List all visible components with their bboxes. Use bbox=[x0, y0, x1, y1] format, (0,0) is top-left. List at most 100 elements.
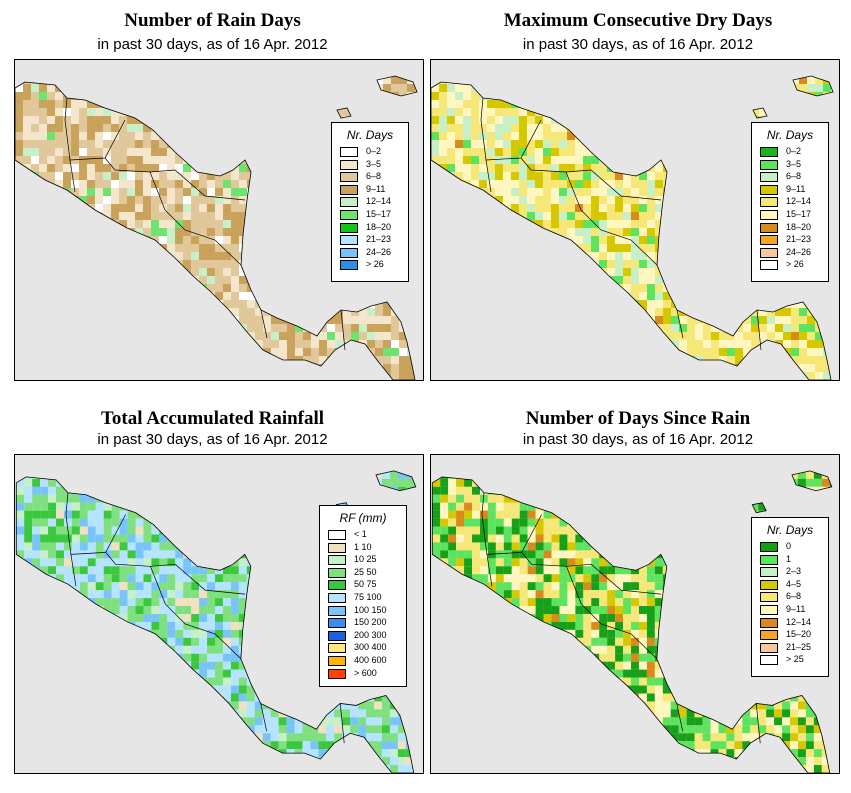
legend-label: 200 300 bbox=[354, 629, 387, 640]
coastline bbox=[431, 476, 831, 773]
legend-label: 24–26 bbox=[786, 246, 812, 257]
legend-label: 0 bbox=[786, 541, 792, 551]
map-dry-days: Nr. Days 0–2 3–5 6–8 9–11 12–14 15–17 18–20 21–… bbox=[430, 59, 840, 381]
country-border bbox=[756, 309, 762, 351]
legend-label: 6–8 bbox=[366, 171, 382, 182]
legend-label: 400 600 bbox=[354, 655, 387, 665]
panel-title: Number of Rain Days bbox=[124, 10, 301, 31]
legend-swatch bbox=[340, 184, 358, 195]
panel-title: Maximum Consecutive Dry Days bbox=[503, 10, 773, 31]
legend-label: 75 100 bbox=[354, 592, 382, 602]
legend-label: 2–3 bbox=[786, 566, 802, 577]
legend-swatch bbox=[760, 542, 778, 552]
legend-swatch bbox=[760, 235, 778, 246]
coastline bbox=[751, 502, 767, 514]
legend-swatch bbox=[760, 147, 778, 157]
country-border bbox=[164, 209, 242, 266]
country-border bbox=[339, 703, 345, 744]
legend-swatch bbox=[328, 668, 346, 679]
panel-subtitle: in past 30 days, as of 16 Apr. 2012 bbox=[522, 431, 754, 448]
legend-label: 21–23 bbox=[366, 234, 392, 245]
legend-swatch bbox=[328, 643, 346, 654]
legend-swatch bbox=[340, 222, 358, 233]
legend-label: 3–5 bbox=[366, 158, 382, 169]
country-border bbox=[64, 97, 76, 193]
coastline bbox=[752, 107, 768, 119]
legend-swatch bbox=[340, 260, 358, 271]
legend-swatch bbox=[340, 235, 358, 246]
legend-swatch bbox=[760, 605, 778, 615]
legend-swatch bbox=[760, 567, 778, 578]
panel-rainfall: Total Accumulated Rainfall in past 30 da… bbox=[0, 398, 425, 793]
legend-swatch bbox=[328, 630, 346, 641]
legend-swatch bbox=[760, 159, 778, 170]
panel-title: Number of Days Since Rain bbox=[525, 408, 751, 429]
map-canvas bbox=[15, 470, 417, 773]
legend-label: 18–20 bbox=[366, 221, 392, 232]
legend: Nr. Days 0–2 3–5 6–8 9–11 12–14 15–17 18–20 21–… bbox=[331, 122, 409, 282]
legend-swatch bbox=[760, 554, 778, 565]
coastline bbox=[336, 107, 352, 119]
coastline bbox=[375, 470, 417, 492]
legend-label: 0–2 bbox=[786, 146, 802, 156]
panel-title: Total Accumulated Rainfall bbox=[100, 408, 325, 429]
legend-label: > 26 bbox=[366, 259, 384, 270]
legend-label: 300 400 bbox=[354, 642, 387, 653]
legend-label: 1 bbox=[786, 553, 792, 564]
panel-subtitle: in past 30 days, as of 16 Apr. 2012 bbox=[97, 431, 328, 448]
legend: Nr. Days 0 1 2–3 4–5 6–8 9–11 12–14 15–20 21–25 >… bbox=[751, 517, 829, 677]
country-border bbox=[260, 703, 268, 732]
country-border bbox=[104, 157, 166, 211]
country-border bbox=[105, 552, 166, 605]
country-border bbox=[165, 603, 242, 659]
legend-swatch bbox=[760, 260, 778, 271]
coastline bbox=[431, 81, 832, 380]
legend-swatch bbox=[760, 579, 778, 590]
legend-swatch bbox=[328, 567, 346, 578]
legend-title: RF (mm) bbox=[339, 511, 387, 525]
legend-swatch bbox=[340, 197, 358, 208]
legend-swatch bbox=[760, 630, 778, 641]
legend-swatch bbox=[340, 159, 358, 170]
country-border bbox=[755, 703, 761, 744]
panel-rain-days: Number of Rain Days in past 30 days, as … bbox=[0, 0, 425, 390]
legend-swatch bbox=[760, 617, 778, 628]
legend-label: 6–8 bbox=[786, 591, 802, 602]
legend-label: 12–14 bbox=[786, 196, 812, 207]
country-border bbox=[149, 169, 246, 201]
legend-swatch bbox=[760, 247, 778, 258]
country-border bbox=[260, 309, 268, 339]
legend: RF (mm) < 1 1 10 10 25 25 50 50 75 75 100 100 … bbox=[319, 505, 407, 687]
legend-label: < 1 bbox=[354, 529, 367, 539]
legend-label: 25 50 bbox=[354, 566, 377, 577]
country-border bbox=[480, 97, 492, 193]
country-border bbox=[521, 552, 582, 605]
legend-swatch bbox=[328, 605, 346, 616]
legend-label: 9–11 bbox=[786, 183, 806, 194]
coastline bbox=[15, 476, 415, 773]
coastline bbox=[791, 470, 833, 492]
country-border bbox=[150, 563, 245, 595]
map-rainfall: RF (mm) < 1 1 10 10 25 25 50 50 75 75 100 100 … bbox=[14, 454, 424, 774]
country-border bbox=[65, 492, 77, 587]
legend-swatch bbox=[328, 580, 346, 591]
legend-label: 15–17 bbox=[366, 209, 392, 219]
map-days-since-rain: Nr. Days 0 1 2–3 4–5 6–8 9–11 12–14 15–20 21–25 >… bbox=[430, 454, 840, 774]
legend-label: 100 150 bbox=[354, 604, 387, 615]
panel-subtitle: in past 30 days, as of 16 Apr. 2012 bbox=[522, 36, 754, 53]
legend-label: 21–25 bbox=[786, 641, 812, 652]
coastline bbox=[15, 81, 416, 380]
legend-title: Nr. Days bbox=[346, 128, 394, 142]
map-rain-days: Nr. Days 0–2 3–5 6–8 9–11 12–14 15–17 18–20 21–… bbox=[14, 59, 424, 381]
country-border bbox=[566, 563, 661, 595]
legend-swatch bbox=[760, 655, 778, 666]
legend-label: 15–20 bbox=[786, 629, 812, 640]
country-border bbox=[676, 309, 684, 339]
legend-label: 15–17 bbox=[786, 209, 812, 219]
legend-swatch bbox=[340, 147, 358, 157]
coastline bbox=[792, 75, 834, 97]
legend-swatch bbox=[760, 184, 778, 195]
country-border bbox=[580, 209, 658, 266]
map-canvas bbox=[431, 75, 834, 380]
legend-label: 0–2 bbox=[366, 146, 382, 156]
